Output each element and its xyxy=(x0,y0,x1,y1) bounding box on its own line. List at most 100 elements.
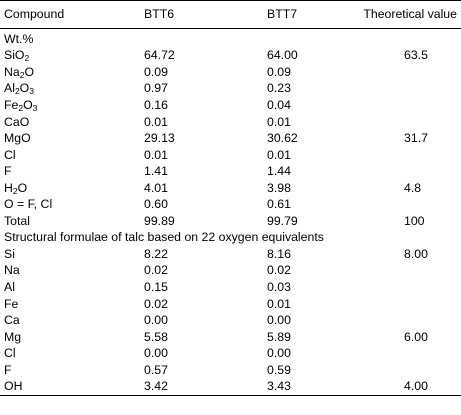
table-row: MgO 29.13 30.62 31.7 xyxy=(0,130,461,147)
table-row: Ca 0.00 0.00 xyxy=(0,312,461,329)
compound-cell: Cl xyxy=(0,147,106,164)
compound-cell: Total xyxy=(0,213,106,230)
btt6-value: 0.15 xyxy=(144,279,168,294)
btt7-value: 1.44 xyxy=(267,164,291,179)
btt7-value: 0.09 xyxy=(267,64,291,79)
btt6-value: 0.02 xyxy=(144,263,168,278)
btt7-value: 5.89 xyxy=(267,329,291,344)
compound-name: Al xyxy=(4,81,15,96)
theoretical-value xyxy=(340,263,461,280)
theoretical-value: 63.5 xyxy=(404,48,428,63)
btt7-value: 3.43 xyxy=(267,379,291,394)
compound-cell: Na2O xyxy=(0,64,106,81)
element-name: OH xyxy=(4,379,23,394)
compound-cell: MgO xyxy=(0,130,106,147)
compound-subscript: 2 xyxy=(19,69,25,80)
btt7-value: 0.01 xyxy=(267,114,291,129)
btt6-value: 0.01 xyxy=(144,147,168,162)
table-row: OH 3.42 3.43 4.00 xyxy=(0,378,461,396)
table-row: F 0.57 0.59 xyxy=(0,362,461,379)
element-name: Fe xyxy=(4,296,19,311)
theoretical-value xyxy=(340,114,461,131)
table-row: Fe2O3 0.16 0.04 xyxy=(0,97,461,114)
compound-cell: SiO2 xyxy=(0,48,106,65)
compound-cell: Al2O3 xyxy=(0,81,106,98)
table-row: Al2O3 0.97 0.23 xyxy=(0,81,461,98)
theoretical-value xyxy=(340,81,461,98)
btt6-value: 99.89 xyxy=(144,213,175,228)
compound-name: H xyxy=(4,180,13,195)
btt6-value: 29.13 xyxy=(144,131,175,146)
compound-name: O = F, Cl xyxy=(4,197,53,212)
section-row-structural: Structural formulae of talc based on 22 … xyxy=(0,230,461,247)
btt6-value: 1.41 xyxy=(144,164,168,179)
compound-name: Fe xyxy=(4,97,19,112)
section-row-wt: Wt.% xyxy=(0,29,461,48)
theoretical-value xyxy=(340,97,461,114)
btt7-value: 64.00 xyxy=(267,48,298,63)
theoretical-value: 4.00 xyxy=(404,379,428,394)
table-row: Cl 0.01 0.01 xyxy=(0,147,461,164)
btt7-value: 99.79 xyxy=(267,213,298,228)
element-name: Si xyxy=(4,246,15,261)
btt6-value: 0.02 xyxy=(144,296,168,311)
section-label-structural: Structural formulae of talc based on 22 … xyxy=(4,230,324,245)
compound-tail: O xyxy=(23,97,33,112)
btt7-value: 0.03 xyxy=(267,279,291,294)
btt6-value: 0.01 xyxy=(144,114,168,129)
btt7-value: 0.04 xyxy=(267,97,291,112)
compound-name: SiO xyxy=(4,48,25,63)
section-label-wt: Wt.% xyxy=(4,31,34,46)
btt7-value: 0.00 xyxy=(267,346,291,361)
theoretical-value: 6.00 xyxy=(404,329,428,344)
table-row: Fe 0.02 0.01 xyxy=(0,296,461,313)
header-btt7: BTT7 xyxy=(267,7,298,21)
btt6-value: 3.42 xyxy=(144,379,168,394)
btt6-value: 0.60 xyxy=(144,197,168,212)
compound-cell: CaO xyxy=(0,114,106,131)
header-theoretical-value: Theoretical value xyxy=(363,7,457,21)
btt7-value: 0.01 xyxy=(267,296,291,311)
table-row: Na2O 0.09 0.09 xyxy=(0,64,461,81)
table-row: SiO2 64.72 64.00 63.5 xyxy=(0,48,461,65)
header-compound: Compound xyxy=(4,7,65,21)
btt6-value: 0.09 xyxy=(144,64,168,79)
theoretical-value xyxy=(340,163,461,180)
header-btt6: BTT6 xyxy=(144,7,175,21)
compound-name: Total xyxy=(4,213,30,228)
compound-cell: O = F, Cl xyxy=(0,196,106,213)
compound-cell: Fe2O3 xyxy=(0,97,106,114)
compound-name: MgO xyxy=(4,131,31,146)
compound-subscript: 2 xyxy=(18,102,24,113)
btt7-value: 0.23 xyxy=(267,81,291,96)
header-row: Compound BTT6 BTT7 Theoretical value xyxy=(0,0,461,29)
compound-name: Cl xyxy=(4,147,16,162)
btt6-value: 0.97 xyxy=(144,81,168,96)
btt6-value: 0.00 xyxy=(144,313,168,328)
btt7-value: 0.00 xyxy=(267,313,291,328)
btt6-value: 0.57 xyxy=(144,362,168,377)
compound-subscript: 2 xyxy=(14,86,20,97)
theoretical-value xyxy=(340,312,461,329)
theoretical-value: 31.7 xyxy=(404,131,428,146)
compound-subscript-2: 3 xyxy=(32,102,38,113)
compound-subscript: 2 xyxy=(12,185,18,196)
element-name: Mg xyxy=(4,329,22,344)
theoretical-value xyxy=(340,147,461,164)
compound-name: Na xyxy=(4,64,20,79)
btt7-value: 0.02 xyxy=(267,263,291,278)
btt7-value: 30.62 xyxy=(267,131,298,146)
compound-tail: O xyxy=(24,64,35,79)
btt6-value: 0.00 xyxy=(144,346,168,361)
theoretical-value xyxy=(340,345,461,362)
theoretical-value xyxy=(340,196,461,213)
compound-tail: O xyxy=(19,81,30,96)
btt6-value: 4.01 xyxy=(144,180,168,195)
table-row: F 1.41 1.44 xyxy=(0,163,461,180)
btt6-value: 0.16 xyxy=(144,97,168,112)
element-name: F xyxy=(4,362,12,377)
theoretical-value: 8.00 xyxy=(404,246,428,261)
theoretical-value xyxy=(340,296,461,313)
btt7-value: 3.98 xyxy=(267,180,291,195)
element-name: Cl xyxy=(4,346,16,361)
